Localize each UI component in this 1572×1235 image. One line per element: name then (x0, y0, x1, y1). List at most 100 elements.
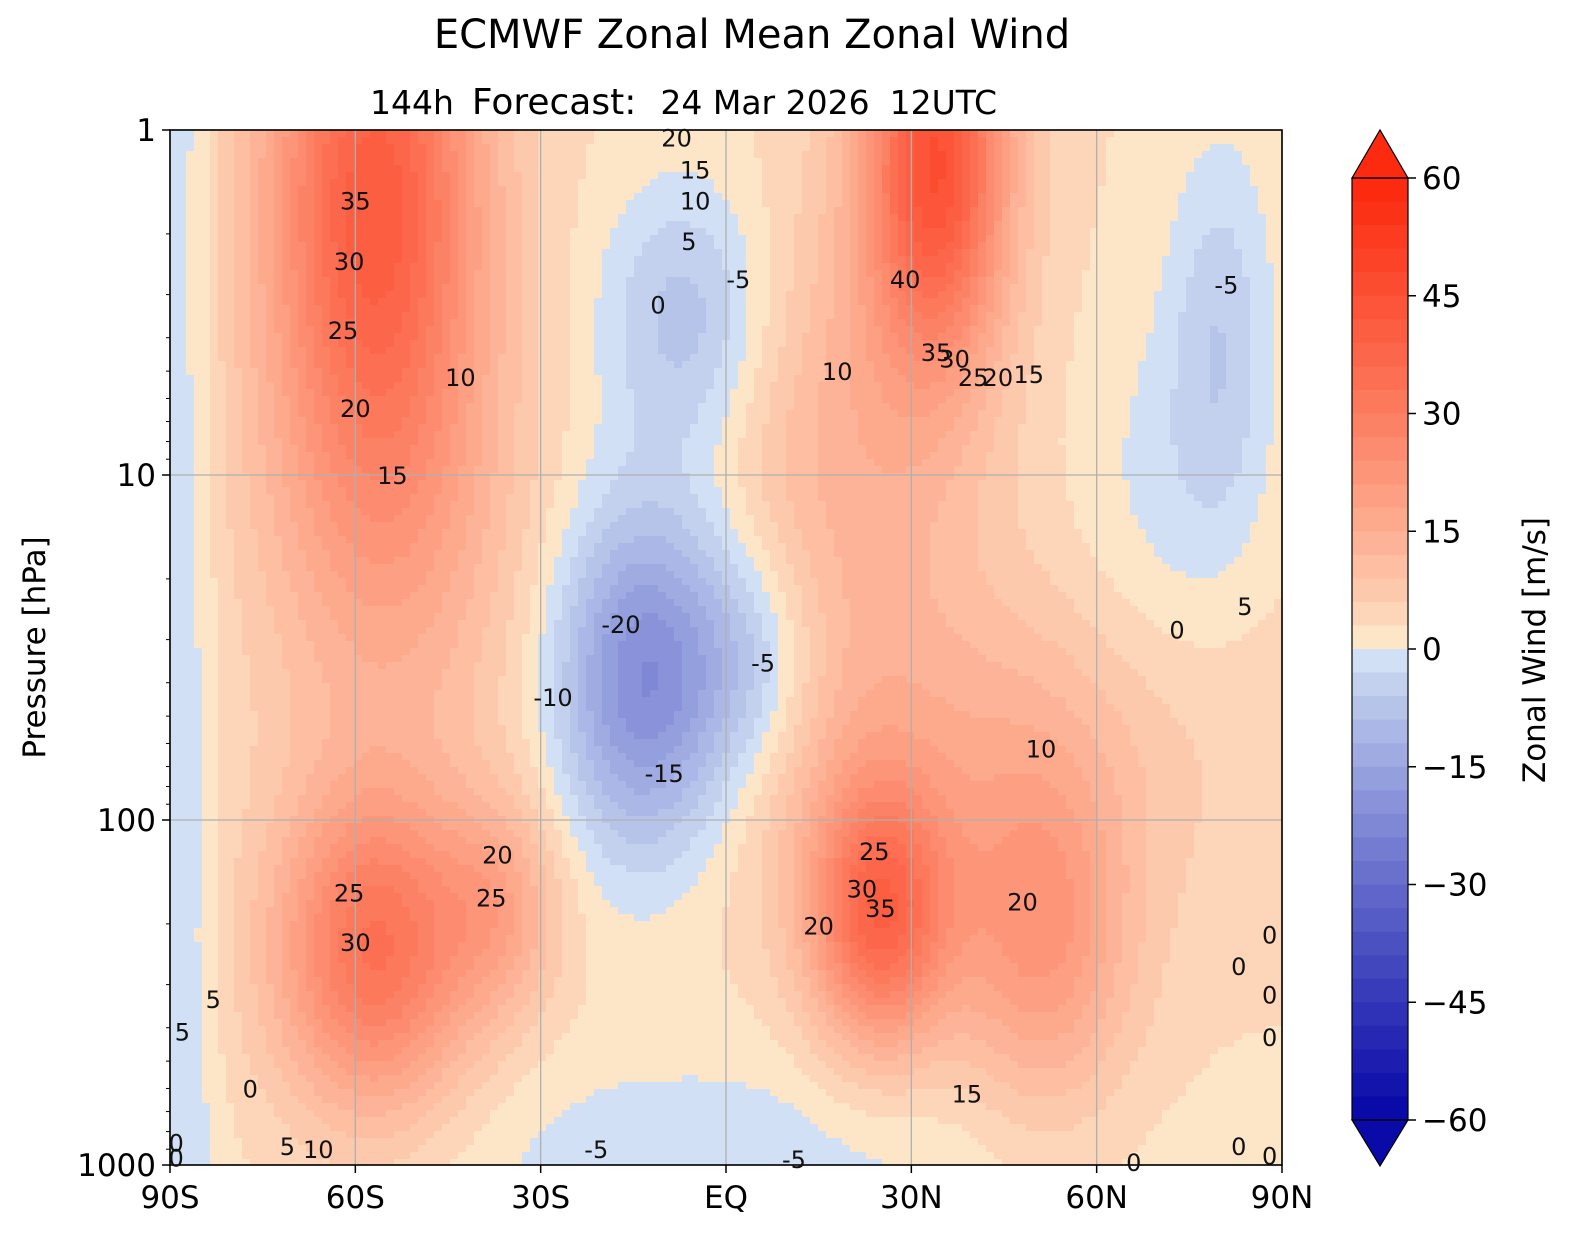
field-cell (642, 249, 651, 257)
field-cell (882, 270, 891, 278)
field-cell (1034, 347, 1043, 355)
field-cell (266, 200, 275, 208)
field-cell (1082, 130, 1091, 138)
field-cell (306, 214, 315, 222)
field-cell (234, 319, 243, 327)
field-cell (698, 256, 707, 264)
field-cell (306, 186, 315, 194)
field-cell (1130, 361, 1139, 369)
field-cell (306, 375, 315, 383)
field-cell (1050, 235, 1059, 243)
field-cell (1034, 130, 1043, 138)
field-cell (210, 207, 219, 215)
field-cell (1018, 312, 1027, 320)
field-cell (906, 368, 915, 376)
field-cell (226, 193, 235, 201)
field-cell (170, 333, 179, 341)
field-cell (466, 242, 475, 250)
field-cell (458, 158, 467, 166)
field-cell (874, 270, 883, 278)
field-cell (754, 305, 763, 313)
field-cell (866, 165, 875, 173)
field-cell (530, 340, 539, 348)
field-cell (1026, 340, 1035, 348)
field-cell (482, 298, 491, 306)
field-cell (194, 179, 203, 187)
field-cell (554, 312, 563, 320)
field-cell (1050, 207, 1059, 215)
field-cell (218, 137, 227, 145)
field-cell (482, 375, 491, 383)
field-cell (1242, 214, 1251, 222)
field-cell (242, 340, 251, 348)
field-cell (794, 263, 803, 271)
field-cell (1154, 291, 1163, 299)
field-cell (962, 347, 971, 355)
field-cell (842, 179, 851, 187)
field-cell (1274, 249, 1282, 257)
field-cell (538, 333, 547, 341)
field-cell (698, 319, 707, 327)
field-cell (354, 277, 363, 285)
field-cell (498, 270, 507, 278)
field-cell (634, 326, 643, 334)
field-cell (322, 137, 331, 145)
field-cell (346, 284, 355, 292)
field-cell (570, 151, 579, 159)
field-cell (1194, 263, 1203, 271)
field-cell (842, 277, 851, 285)
field-cell (570, 298, 579, 306)
field-cell (1082, 158, 1091, 166)
field-cell (386, 249, 395, 257)
field-cell (858, 347, 867, 355)
field-cell (194, 249, 203, 257)
field-cell (330, 333, 339, 341)
field-cell (1226, 235, 1235, 243)
field-cell (522, 179, 531, 187)
field-cell (754, 263, 763, 271)
field-cell (698, 354, 707, 362)
field-cell (1090, 256, 1099, 264)
field-cell (906, 228, 915, 236)
field-cell (170, 130, 179, 138)
field-cell (250, 340, 259, 348)
field-cell (1138, 200, 1147, 208)
field-cell (610, 284, 619, 292)
field-cell (202, 277, 211, 285)
field-cell (402, 305, 411, 313)
field-cell (538, 312, 547, 320)
field-cell (1082, 305, 1091, 313)
field-cell (642, 319, 651, 327)
field-cell (730, 270, 739, 278)
field-cell (442, 312, 451, 320)
field-cell (1122, 375, 1131, 383)
field-cell (738, 235, 747, 243)
field-cell (858, 249, 867, 257)
field-cell (186, 221, 195, 229)
field-cell (898, 333, 907, 341)
field-cell (282, 193, 291, 201)
field-cell (602, 228, 611, 236)
field-cell (690, 347, 699, 355)
field-cell (490, 249, 499, 257)
field-cell (306, 270, 315, 278)
field-cell (962, 186, 971, 194)
field-cell (858, 319, 867, 327)
field-cell (1218, 200, 1227, 208)
field-cell (498, 144, 507, 152)
field-cell (362, 333, 371, 341)
field-cell (530, 284, 539, 292)
field-cell (650, 340, 659, 348)
field-cell (322, 179, 331, 187)
field-cell (1146, 270, 1155, 278)
field-cell (1098, 256, 1107, 264)
field-cell (874, 193, 883, 201)
field-cell (1218, 270, 1227, 278)
field-cell (1242, 130, 1251, 138)
field-cell (1274, 354, 1282, 362)
field-cell (506, 347, 515, 355)
field-cell (546, 186, 555, 194)
field-cell (1122, 130, 1131, 138)
field-cell (626, 193, 635, 201)
field-cell (754, 277, 763, 285)
